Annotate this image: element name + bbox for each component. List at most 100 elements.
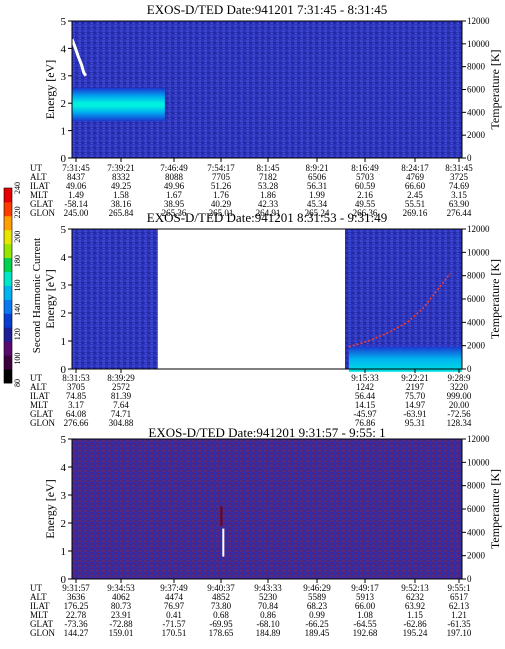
energy-tick-label: 3 [61,71,67,83]
table-value: 197.10 [447,628,472,638]
table-value: -68.10 [256,619,280,629]
table-value: 4769 [406,172,425,182]
colorbar-tick-label: 80 [13,379,22,387]
colorbar-segment [4,271,12,286]
row-label-glat: GLAT [30,199,53,209]
row-label-ilat: ILAT [30,391,50,401]
ut-value: 9:22:21 [401,373,429,383]
table-value: 128.34 [447,418,472,428]
row-label-glon: GLON [30,208,55,218]
energy-tick-label: 1 [61,546,67,558]
energy-tick-label: 0 [61,153,67,165]
energy-band [72,88,165,122]
table-value: 4852 [212,592,230,602]
temperature-tick-label: 6000 [467,294,486,304]
table-value: 0.86 [260,610,276,620]
table-value: 4474 [165,592,184,602]
energy-axis-label: Energy [eV] [43,60,57,119]
colorbar-segment [4,355,12,370]
row-label-mlt: MLT [30,610,49,620]
spike-mark [220,506,223,526]
temperature-axis-label: Temperature [K] [488,49,502,129]
table-value: -58.14 [64,199,88,209]
energy-tick-label: 2 [61,98,67,110]
ut-value: 9:49:17 [351,583,379,593]
table-value: -73.36 [64,619,88,629]
colorbar-frame [3,187,13,384]
table-value: 40.29 [211,199,232,209]
row-label-glat: GLAT [30,409,53,419]
row-label-ut: UT [30,163,42,173]
table-value: 6232 [406,592,424,602]
table-value: 8332 [112,172,130,182]
colorbar-segment [4,229,12,245]
row-label-glon: GLON [30,628,55,638]
table-value: 3.17 [68,400,84,410]
temperature-tick-label: 8000 [467,481,486,491]
energy-tick-label: 3 [61,280,67,292]
table-value: 49.06 [66,181,87,191]
table-value: -72.88 [109,619,133,629]
table-value: -45.97 [353,409,377,419]
table-value: 7.64 [113,400,129,410]
temperature-trace [70,38,87,77]
table-value: 53.28 [258,181,279,191]
table-value: 38.95 [164,199,185,209]
table-value: 5913 [356,592,375,602]
table-value: 7705 [212,172,231,182]
table-value: 1.21 [451,610,467,620]
table-value: 265.24 [305,208,330,218]
table-value: 184.89 [256,628,281,638]
temperature-tick-label: 8000 [467,62,486,72]
ut-value: 9:34:53 [107,583,135,593]
table-value: 56.44 [355,391,376,401]
ut-value: 7:39:21 [107,163,135,173]
energy-tick-label: 0 [61,364,67,376]
temperature-tick-label: 10000 [467,457,490,467]
panel-title: EXOS-D/TED Date:941201 8:31:53 - 9:31:49 [147,210,387,225]
ut-value: 9:43:33 [254,583,282,593]
temperature-tick-label: 4000 [467,317,486,327]
table-value: 3.15 [451,190,467,200]
table-value: 144.27 [64,628,89,638]
table-value: 66.00 [355,601,376,611]
ut-value: 9:15:33 [351,373,379,383]
temperature-axis-label: Temperature [K] [488,259,502,339]
table-value: 1.99 [309,190,325,200]
table-value: 1.58 [113,190,129,200]
ut-value: 9:52:13 [401,583,429,593]
table-value: 170.51 [162,628,187,638]
table-value: 7182 [259,172,277,182]
table-value: 999.00 [447,391,472,401]
table-value: 276.44 [447,208,472,218]
table-value: 192.68 [353,628,378,638]
table-value: 159.01 [109,628,134,638]
colorbar: 240 220 200 180 160 140 120 100 80 Second Harmoni… [3,182,43,387]
energy-tick-label: 2 [61,308,67,320]
table-value: 8088 [165,172,184,182]
colorbar-segment [4,285,12,300]
table-value: 3220 [450,382,469,392]
table-value: 269.16 [403,208,428,218]
table-value: 55.51 [405,199,425,209]
colorbar-label: Second Harmonic Current [31,238,43,353]
ut-value: 7:46:49 [160,163,188,173]
energy-tick-label: 1 [61,126,67,138]
table-value: 68.23 [307,601,328,611]
table-value: 189.45 [305,628,330,638]
temperature-tick-label: 12000 [467,434,490,444]
table-value: 1.49 [68,190,84,200]
row-label-alt: ALT [30,382,47,392]
colorbar-segment [4,201,12,217]
energy-tick-label: 4 [61,462,67,474]
panel-title: EXOS-D/TED Date:941201 9:31:57 - 9:55: 1 [148,425,385,440]
table-value: 1.67 [166,190,182,200]
temperature-tick-label: 12000 [467,224,490,234]
ut-value: 7:31:45 [62,163,90,173]
temperature-tick-label: 6000 [467,85,486,95]
row-label-ilat: ILAT [30,601,50,611]
temperature-tick-label: 2000 [467,551,486,561]
table-value: 0.68 [213,610,229,620]
colorbar-segment [4,313,12,328]
table-value: 4062 [112,592,130,602]
